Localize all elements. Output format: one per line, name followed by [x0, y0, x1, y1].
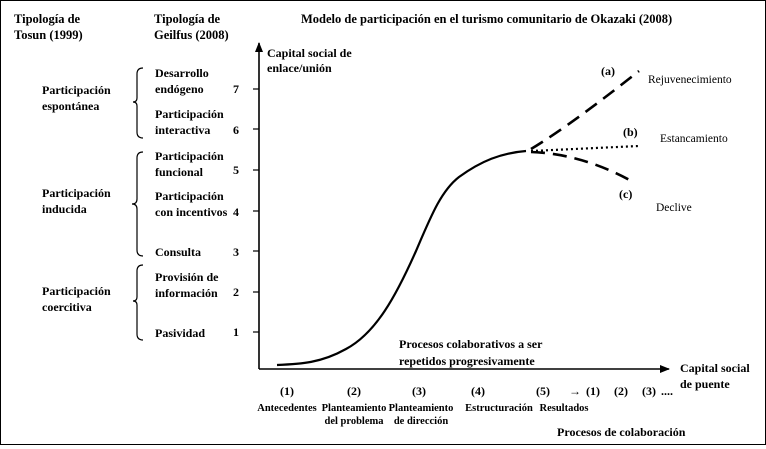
branch-c-tag: (c)	[619, 187, 632, 201]
tick-label-3: 3	[233, 245, 239, 259]
branch-a-tag: (a)	[601, 64, 615, 78]
tick-label-2: 2	[233, 285, 239, 299]
svg-text:(1): (1)	[280, 384, 294, 398]
x-axis-label: Capital social de puente	[680, 361, 750, 391]
brace-spontaneous	[132, 67, 144, 139]
branch-b-label: Estancamiento	[660, 133, 728, 145]
svg-text:Resultados: Resultados	[539, 403, 588, 414]
x-step-1: (1) Antecedentes	[257, 384, 316, 414]
x-step-3: (3) Planteamiento de dirección	[389, 384, 454, 427]
level-7-label: Desarrollo endógeno	[155, 66, 209, 96]
svg-text:(4): (4)	[471, 384, 485, 398]
tosun-group-coercive: Participación coercitiva	[42, 264, 144, 341]
y-axis-label: Capital social de enlace/unión	[267, 46, 352, 75]
svg-text:(2): (2)	[347, 384, 361, 398]
branch-c-label: Declive	[656, 202, 692, 214]
svg-text:(5): (5)	[536, 384, 550, 398]
x-axis-bottom-label: Procesos de colaboración	[557, 425, 686, 439]
growth-curve	[276, 149, 527, 367]
y-ticks	[253, 88, 259, 333]
branch-a-curve	[530, 69, 640, 151]
svg-text:(3): (3)	[412, 384, 426, 398]
tick-label-1: 1	[233, 325, 239, 339]
tosun-header: Tipología de Tosun (1999)	[14, 12, 83, 42]
brace-induced	[131, 151, 144, 257]
x-step-2: (2) Planteamiento del problema	[322, 384, 387, 427]
tosun-group-spontaneous: Participación espontánea	[42, 67, 144, 139]
repeat-step-2: (2)	[614, 384, 628, 398]
tosun-group-induced: Participación inducida	[42, 151, 144, 257]
repeat-ellipsis: ....	[661, 384, 673, 398]
tick-label-5: 5	[233, 163, 239, 177]
branch-b-tag: (b)	[623, 125, 638, 139]
svg-text:Antecedentes: Antecedentes	[257, 403, 316, 414]
repeat-step-3: (3)	[642, 384, 656, 398]
repeat-arrow: →	[569, 384, 581, 398]
level-3-label: Consulta	[155, 245, 201, 259]
repeat-step-1: (1)	[586, 384, 600, 398]
brace-coercive	[132, 264, 144, 341]
level-1-label: Pasividad	[155, 326, 205, 340]
svg-text:Estructuración: Estructuración	[465, 403, 533, 414]
branch-b-curve	[530, 144, 640, 153]
level-4-label: Participación con incentivos	[155, 189, 228, 219]
level-6-label: Participación interactiva	[155, 107, 224, 137]
tick-label-4: 4	[233, 205, 239, 219]
level-2-label: Provisión de información	[155, 270, 219, 300]
collaboration-annotation: Procesos colaborativos a ser repetidos pr…	[399, 337, 543, 368]
diagram-title: Modelo de participación en el turismo co…	[301, 12, 672, 26]
branch-a-label: Rejuvenecimiento	[648, 74, 732, 86]
branch-c-curve	[530, 150, 636, 185]
tick-label-6: 6	[233, 123, 239, 137]
tick-label-7: 7	[233, 82, 239, 96]
x-step-5: (5) Resultados	[536, 384, 589, 414]
level-5-label: Participación funcional	[155, 149, 224, 179]
x-step-4: (4) Estructuración	[465, 384, 533, 414]
geilfus-header: Tipología de Geilfus (2008)	[154, 12, 229, 42]
